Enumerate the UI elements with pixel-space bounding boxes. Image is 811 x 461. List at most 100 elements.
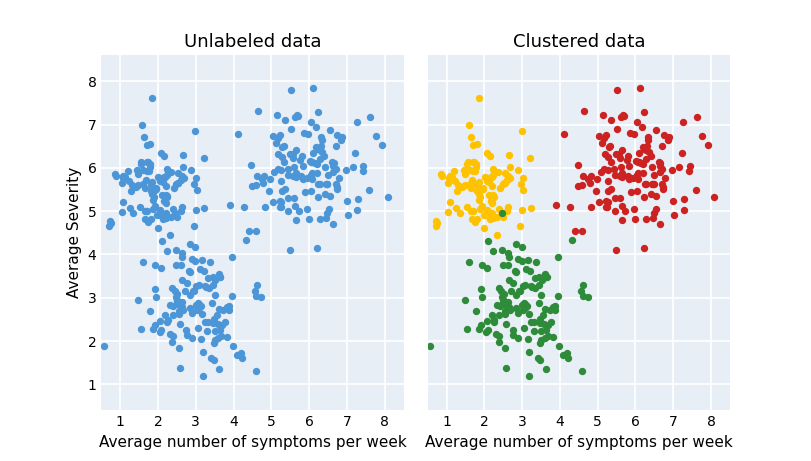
Point — [275, 188, 288, 195]
Point — [316, 148, 329, 156]
Point — [139, 177, 152, 184]
Point — [173, 344, 186, 352]
Point — [690, 113, 703, 121]
Point — [632, 158, 645, 165]
Point — [250, 293, 263, 300]
Point — [458, 296, 471, 303]
Point — [535, 328, 548, 335]
Point — [212, 366, 225, 373]
Point — [462, 121, 475, 129]
Point — [311, 170, 324, 177]
Point — [534, 339, 547, 346]
Point — [346, 163, 359, 171]
Point — [146, 184, 159, 192]
Point — [193, 301, 206, 308]
Point — [601, 203, 614, 211]
Point — [647, 210, 660, 217]
Point — [468, 159, 481, 166]
Point — [623, 176, 636, 183]
Point — [331, 183, 344, 190]
Point — [445, 173, 458, 181]
Point — [624, 129, 637, 136]
Point — [116, 208, 129, 216]
Point — [311, 108, 324, 116]
Point — [156, 177, 169, 185]
Point — [148, 321, 161, 328]
Point — [564, 203, 577, 210]
Point — [523, 155, 536, 162]
Point — [301, 130, 314, 137]
Point — [219, 319, 232, 326]
Point — [203, 284, 216, 291]
Point — [481, 149, 494, 156]
Point — [126, 182, 139, 189]
Point — [269, 139, 282, 147]
Point — [490, 231, 503, 239]
Point — [589, 187, 602, 195]
Point — [306, 175, 319, 183]
Point — [647, 181, 660, 188]
Point — [500, 320, 513, 327]
Point — [601, 166, 614, 173]
Point — [147, 205, 160, 213]
Point — [225, 292, 238, 300]
Point — [637, 146, 650, 153]
Point — [622, 152, 635, 160]
Point — [103, 222, 116, 229]
Point — [655, 181, 668, 188]
Point — [548, 302, 561, 310]
Point — [491, 168, 504, 175]
Point — [273, 131, 286, 138]
Point — [632, 175, 645, 183]
Point — [645, 152, 658, 159]
Point — [502, 303, 515, 311]
Point — [312, 180, 325, 188]
Point — [496, 209, 508, 217]
Point — [666, 166, 679, 173]
Point — [175, 249, 188, 257]
Point — [487, 214, 500, 222]
Point — [169, 180, 182, 187]
Point — [466, 167, 479, 174]
Point — [519, 301, 532, 308]
Point — [249, 182, 262, 189]
Point — [654, 220, 667, 227]
Point — [509, 291, 522, 298]
Point — [175, 261, 188, 269]
Point — [490, 301, 503, 309]
Point — [301, 205, 314, 213]
Point — [190, 301, 203, 309]
Point — [295, 172, 308, 180]
Point — [602, 188, 615, 195]
Point — [144, 180, 157, 188]
Point — [156, 237, 169, 245]
Point — [245, 161, 258, 168]
Point — [492, 332, 505, 340]
Point — [320, 214, 333, 222]
Point — [610, 246, 623, 253]
Point — [483, 191, 496, 199]
Point — [139, 215, 152, 223]
Point — [621, 172, 634, 180]
Point — [364, 113, 377, 121]
Point — [607, 165, 620, 172]
Point — [329, 142, 342, 150]
Point — [492, 311, 505, 319]
Point — [630, 118, 643, 126]
Point — [290, 173, 303, 181]
Point — [488, 316, 501, 324]
Point — [167, 302, 180, 309]
Point — [640, 146, 653, 154]
Point — [596, 139, 609, 147]
Point — [463, 166, 476, 174]
Point — [315, 142, 328, 150]
Point — [327, 169, 340, 176]
Point — [480, 175, 493, 182]
Point — [315, 136, 328, 143]
Point — [164, 301, 177, 309]
Point — [526, 283, 539, 290]
Point — [500, 207, 513, 214]
Point — [267, 132, 280, 140]
Point — [483, 215, 496, 223]
Point — [466, 207, 479, 214]
